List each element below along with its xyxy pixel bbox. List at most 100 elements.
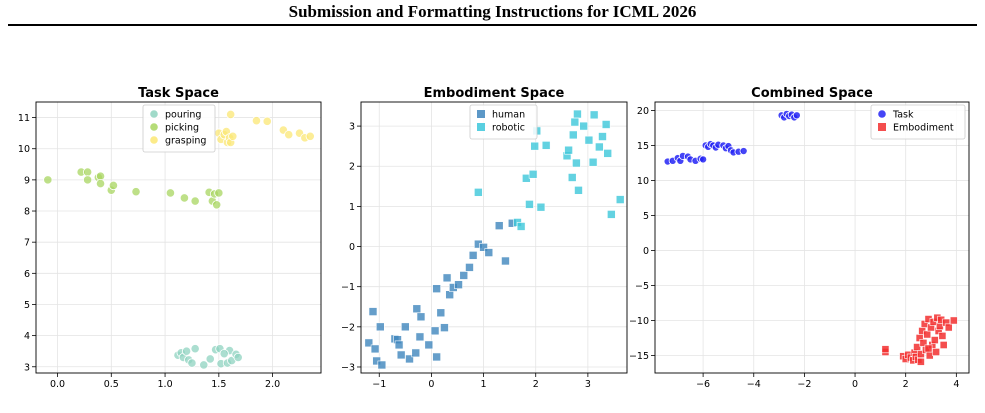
data-point-picking — [83, 175, 93, 185]
data-point-embodiment — [881, 345, 890, 354]
data-point-human — [432, 284, 441, 293]
data-point-robotic — [589, 110, 599, 120]
data-point-pouring — [205, 354, 215, 364]
data-point-pouring — [181, 346, 192, 356]
y-tick-label: 0 — [349, 242, 355, 253]
data-point-human — [430, 326, 440, 336]
data-point-embodiment — [916, 350, 925, 358]
data-point-human — [364, 338, 374, 348]
data-point-human — [468, 251, 478, 260]
legend-label: grasping — [165, 136, 206, 147]
legend-box — [870, 104, 966, 140]
data-point-human — [401, 322, 410, 332]
data-point-human — [432, 352, 441, 362]
data-point-robotic — [572, 158, 581, 168]
y-tick-label: 9 — [24, 175, 30, 186]
legend-marker — [878, 110, 886, 118]
legend-marker — [150, 110, 158, 118]
legend-marker — [477, 123, 485, 131]
data-point-embodiment — [924, 344, 933, 353]
data-point-robotic — [607, 210, 616, 219]
plot-frame — [35, 101, 322, 374]
data-point-robotic — [615, 195, 625, 204]
y-tick-label: 10 — [18, 144, 30, 155]
data-point-pouring — [219, 349, 229, 359]
chart-3: Combined Space −6 −4 −2 0 2 4 −15 −10 −5 0 5 10 15 20 T… — [629, 86, 970, 390]
y-tick-label: −1 — [341, 282, 355, 293]
x-tick-label: 1.0 — [158, 379, 173, 390]
data-point-human — [494, 221, 504, 230]
y-tick-label: 20 — [637, 106, 649, 117]
legend-label: Task — [892, 110, 914, 121]
y-tick-label: 3 — [24, 362, 30, 373]
x-tick-label: 1.5 — [211, 379, 226, 390]
data-point-robotic — [584, 135, 594, 145]
data-point-robotic — [516, 222, 526, 231]
plot-frame — [654, 101, 970, 374]
data-point-robotic — [525, 200, 534, 209]
data-point-human — [436, 308, 446, 318]
data-point-grasping — [284, 130, 294, 140]
data-point-robotic — [564, 145, 573, 155]
data-point-grasping — [251, 116, 262, 126]
data-point-human — [454, 280, 463, 289]
x-tick-label: 4 — [953, 379, 959, 390]
data-point-human — [484, 248, 494, 257]
y-tick-label: 6 — [24, 269, 30, 280]
data-point-embodiment — [930, 336, 939, 344]
x-tick-label: −2 — [797, 379, 811, 390]
y-tick-label: 5 — [24, 300, 30, 311]
data-point-robotic — [603, 149, 613, 158]
data-point-robotic — [588, 157, 598, 167]
data-point-human — [501, 256, 510, 266]
y-tick-label: 3 — [349, 122, 355, 133]
data-point-embodiment — [949, 316, 958, 325]
data-point-picking — [214, 188, 224, 198]
y-tick-label: −5 — [635, 281, 649, 292]
data-point-picking — [131, 187, 141, 197]
legend-label: robotic — [492, 123, 525, 134]
data-point-human — [459, 271, 469, 280]
legend-marker — [477, 110, 485, 118]
chart-title: Embodiment Space — [424, 86, 565, 101]
y-tick-label: 11 — [18, 113, 30, 124]
data-point-human — [394, 340, 404, 350]
header-rule — [8, 24, 977, 26]
data-point-picking — [43, 175, 53, 185]
x-tick-label: 0.5 — [104, 379, 119, 390]
legend-label: picking — [165, 123, 199, 134]
data-point-human — [416, 312, 426, 322]
legend-box — [142, 104, 216, 153]
data-point-embodiment — [944, 323, 953, 332]
x-tick-label: 3 — [585, 379, 591, 390]
y-tick-label: −15 — [629, 351, 649, 362]
data-point-human — [396, 350, 406, 360]
y-tick-label: 15 — [637, 141, 649, 152]
data-point-robotic — [595, 142, 604, 152]
data-point-human — [424, 340, 434, 350]
data-point-task — [699, 155, 708, 164]
data-point-human — [445, 290, 454, 300]
data-point-robotic — [568, 130, 578, 140]
data-point-human — [411, 348, 421, 358]
y-tick-label: 8 — [24, 207, 30, 218]
data-point-human — [479, 243, 488, 252]
data-point-task — [739, 147, 748, 156]
data-point-picking — [83, 167, 93, 177]
data-point-human — [415, 332, 425, 342]
chart-title: Task Space — [138, 86, 219, 101]
data-point-grasping — [305, 131, 315, 141]
data-point-grasping — [226, 109, 236, 120]
legend-marker — [150, 123, 158, 131]
data-point-pouring — [187, 358, 197, 368]
data-point-picking — [165, 188, 176, 198]
chart-title: Combined Space — [751, 86, 873, 101]
x-tick-label: 1 — [481, 379, 487, 390]
data-point-robotic — [567, 173, 577, 182]
data-point-robotic — [474, 188, 483, 197]
data-point-robotic — [570, 117, 580, 127]
data-point-picking — [190, 196, 200, 206]
data-point-picking — [179, 193, 190, 203]
y-tick-label: 0 — [643, 246, 649, 257]
y-tick-label: −10 — [629, 316, 649, 327]
